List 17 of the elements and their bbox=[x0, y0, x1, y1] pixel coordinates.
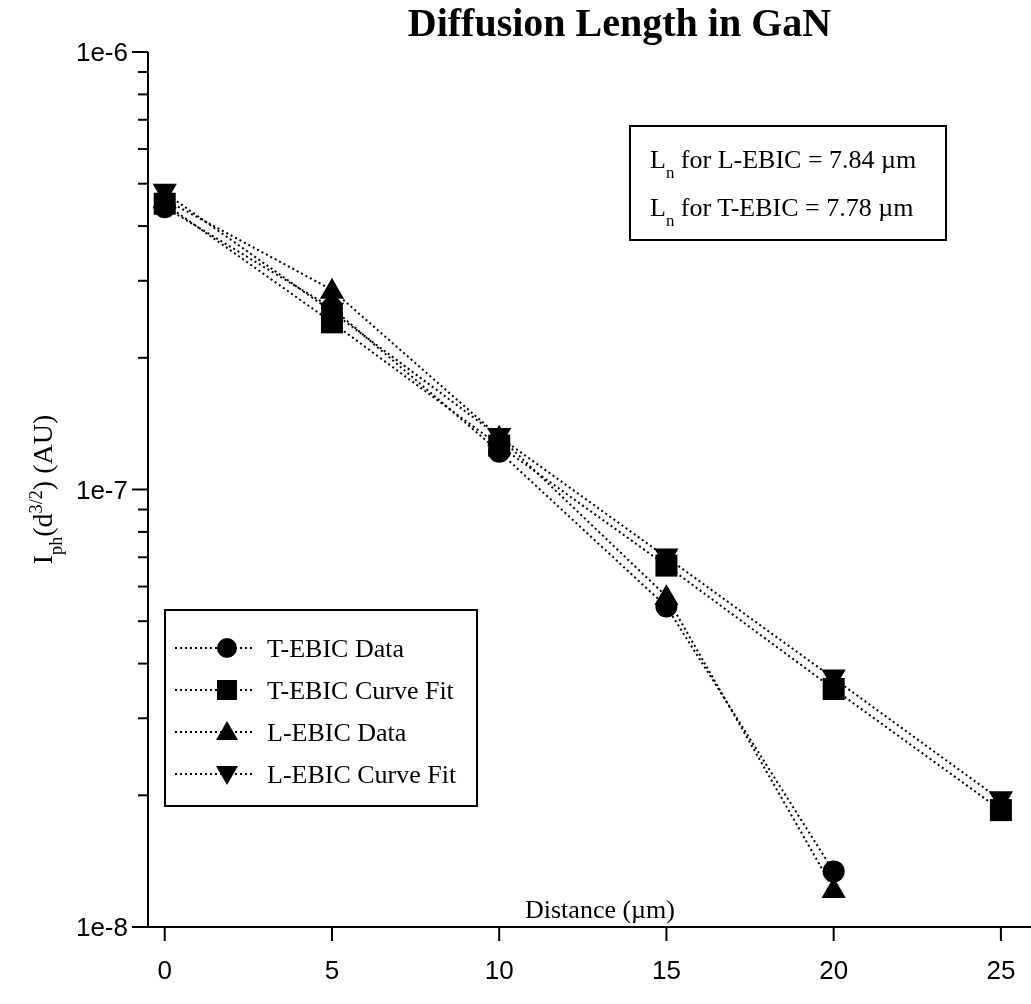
y-tick-label: 1e-7 bbox=[75, 474, 128, 505]
y-tick-label: 1e-8 bbox=[75, 912, 128, 942]
x-tick-label: 10 bbox=[484, 955, 514, 985]
x-tick-label: 15 bbox=[651, 955, 681, 985]
annotation: L$_{n}$ for L-EBIC = 7.84 µm bbox=[650, 145, 917, 182]
annotation: L$_{n}$ for T-EBIC = 7.78 µm bbox=[650, 193, 914, 230]
x-tick-label: 0 bbox=[157, 955, 172, 985]
legend-label: T-EBIC Data bbox=[267, 634, 405, 663]
legend-label: T-EBIC Curve Fit bbox=[267, 676, 455, 705]
x-axis-title: Distance (µm) bbox=[525, 895, 675, 924]
chart-title: Diffusion Length in GaN bbox=[407, 0, 832, 45]
x-tick-label: 20 bbox=[819, 955, 849, 985]
legend-label: L-EBIC Data bbox=[267, 718, 407, 747]
x-tick-label: 25 bbox=[986, 955, 1016, 985]
legend-label: L-EBIC Curve Fit bbox=[267, 760, 457, 789]
y-tick-label: 1e-6 bbox=[75, 37, 128, 67]
x-tick-label: 5 bbox=[324, 955, 340, 985]
